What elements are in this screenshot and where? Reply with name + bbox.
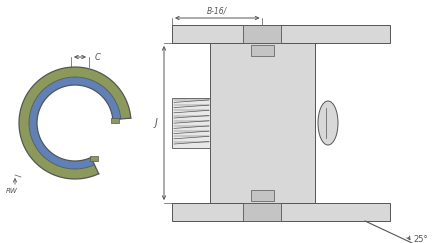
Text: B-16/: B-16/ bbox=[207, 6, 227, 15]
Text: RW: RW bbox=[6, 188, 18, 194]
Text: 25°: 25° bbox=[413, 234, 428, 243]
Polygon shape bbox=[19, 67, 131, 179]
Polygon shape bbox=[29, 77, 121, 169]
Bar bbox=[251, 45, 273, 56]
Bar bbox=[244, 25, 282, 43]
Bar bbox=[172, 98, 210, 148]
Bar bbox=[172, 25, 390, 43]
Bar bbox=[172, 203, 390, 221]
Text: C: C bbox=[95, 52, 101, 61]
Bar bbox=[210, 43, 315, 203]
Bar bbox=[244, 203, 282, 221]
FancyBboxPatch shape bbox=[90, 156, 98, 161]
FancyBboxPatch shape bbox=[111, 118, 119, 123]
Bar bbox=[251, 190, 273, 201]
Ellipse shape bbox=[318, 101, 338, 145]
Text: J: J bbox=[155, 118, 157, 128]
